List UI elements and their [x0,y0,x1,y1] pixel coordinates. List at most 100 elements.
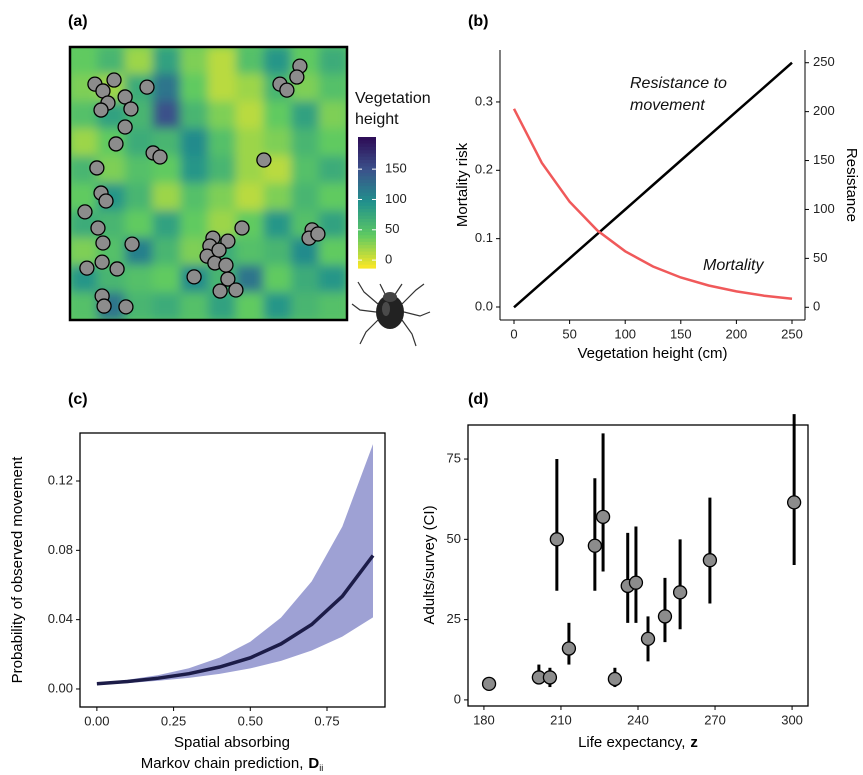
site-point [124,236,140,252]
site-point [109,261,125,277]
colorbar-segment [358,150,376,154]
site-point [139,79,155,95]
x-axis-label: Spatial absorbing [174,734,290,751]
heatmap-cell [291,183,320,212]
heatmap-cell [291,101,320,130]
site-point [279,82,295,98]
heatmap-cell [318,237,347,266]
colorbar-segment [358,258,376,263]
colorbar-segment [358,261,376,266]
colorbar-segment [358,218,376,223]
heatmap-cell [180,292,209,320]
site-point [77,204,93,220]
site-point [256,152,272,168]
plot-frame [79,432,386,708]
heatmap-cell [318,155,347,184]
site-point [95,235,111,251]
series-label: Mortality [703,257,764,274]
data-point [628,575,644,590]
site-point [220,233,236,249]
colorbar-segment [358,241,376,246]
colorbar-segment [358,143,376,148]
heatmap-cell [208,47,237,75]
data-point [561,641,577,656]
colorbar-segment [358,176,376,181]
heatmap-cell [291,155,320,184]
y-tick-label: 0.00 [48,680,73,695]
heatmap-cell [180,210,209,239]
colorbar-segment [358,245,376,249]
heatmap-cell [263,237,293,266]
heatmap-cell [180,47,209,75]
heatmap-cell [180,128,209,157]
y-tick-label: 0.04 [48,611,73,626]
site-point [108,136,124,152]
y-tick-label: 25 [447,611,461,626]
colorbar-segment [358,222,376,227]
heatmap-cell [152,237,182,266]
data-point [786,495,802,510]
heatmap-cell [70,47,99,75]
colorbar-segment [358,238,376,243]
colorbar-segment [358,225,376,230]
colorbar-segment [358,153,376,158]
heatmap-cell [235,47,265,75]
y-axis-label: Mortality risk [454,142,471,227]
site-point [98,193,114,209]
series-label: Resistance to movement [630,75,727,114]
y-tick-label: 0.08 [48,542,73,557]
site-point [220,271,236,287]
colorbar-segment [358,195,376,200]
site-point [234,220,250,236]
colorbar-segment [358,205,376,210]
colorbar-segment [358,212,376,217]
site-point [186,269,202,285]
colorbar-title: Vegetation height [355,90,431,128]
data-point [640,631,656,647]
colorbar-segment [358,228,376,233]
site-point [211,242,227,258]
heatmap-cell [263,101,293,130]
heatmap-cell [235,128,265,157]
data-point [549,532,565,547]
heatmap [70,47,347,320]
heatmap-cell [263,264,293,294]
colorbar-segment [358,248,376,253]
heatmap-cell [124,47,154,75]
x-tick-label: 240 [627,712,649,727]
y-tick-label: 0 [454,691,461,706]
x-axis-label-text: Life expectancy, [578,734,685,751]
colorbar-segment [358,254,376,259]
x-axis-label: Life expectancy, z [578,734,698,751]
site-point [118,299,134,315]
heatmap-cell [318,47,347,75]
heatmap-cell [208,183,237,212]
x-tick-label: 0 [510,326,517,341]
x-tick-label: 100 [614,326,636,341]
heatmap-cell [124,155,154,184]
x-axis-label-subscript: ii [319,763,323,773]
y-tick-label: 0.0 [475,298,493,313]
x-tick-label: 0.50 [238,713,263,728]
colorbar-tick-label: 150 [385,161,407,176]
y2-tick-label: 250 [813,54,835,69]
data-point [587,538,603,553]
y2-tick-label: 50 [813,250,827,265]
heatmap-cell [70,128,99,157]
heatmap-cell [318,292,347,320]
site-point [117,119,133,135]
x-tick-label: 180 [473,712,495,727]
colorbar-segment [358,186,376,190]
heatmap-cell [235,183,265,212]
colorbar-segment [358,179,376,184]
site-point [212,283,228,299]
heatmap-cell [180,155,209,184]
heatmap-cell [152,210,182,239]
colorbar-segment [358,146,376,151]
confidence-band [96,444,374,685]
colorbar-tick-label: 0 [385,252,392,267]
heatmap-cell [318,73,347,103]
y2-tick-label: 100 [813,201,835,216]
data-point [657,609,673,624]
colorbar-segment [358,182,376,187]
